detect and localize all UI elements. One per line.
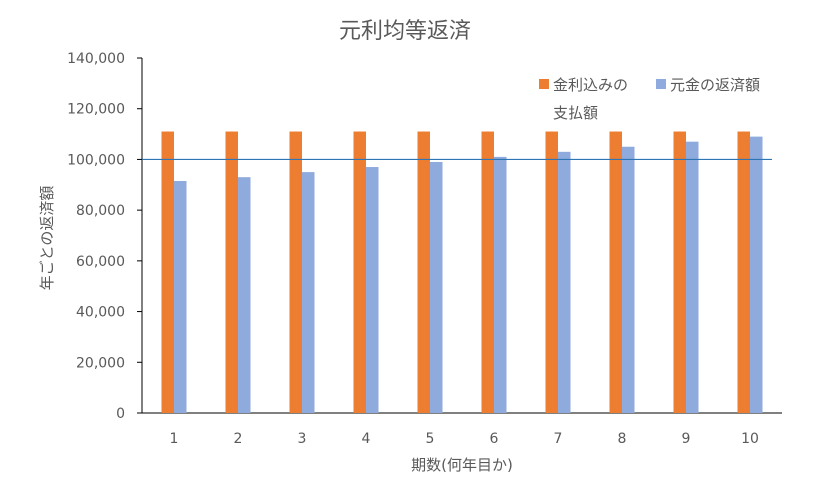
y-tick-label: 120,000 [67, 102, 125, 118]
x-tick-label: 1 [170, 431, 179, 447]
y-tick-label: 0 [116, 406, 125, 422]
y-tick-label: 40,000 [76, 305, 125, 321]
bar-series-2 [622, 146, 635, 413]
bar-series-1 [289, 131, 302, 414]
y-tick-label: 80,000 [76, 203, 125, 219]
x-tick-label: 6 [490, 431, 499, 447]
bar-series-1 [737, 131, 750, 414]
chart-title: 元利均等返済 [339, 19, 471, 44]
x-tick-label: 3 [298, 431, 307, 447]
bar-series-1 [545, 131, 558, 414]
bar-series-1 [673, 131, 686, 414]
bar-series-2 [366, 167, 379, 413]
bar-series-2 [558, 151, 571, 414]
legend-label-2: 元金の返済額 [670, 76, 760, 94]
legend-swatch-2 [656, 79, 666, 89]
bar-series-2 [686, 141, 699, 413]
bar-series-1 [609, 131, 622, 414]
y-axis-title: 年ごとの返済額 [38, 186, 56, 291]
bar-series-1 [481, 131, 494, 414]
bar-series-2 [238, 177, 251, 413]
bar-series-1 [161, 131, 174, 414]
x-tick-label: 2 [234, 431, 243, 447]
x-tick-label: 9 [682, 431, 691, 447]
bar-series-2 [750, 136, 763, 413]
legend-swatch-1 [539, 79, 549, 89]
bar-series-1 [417, 131, 430, 414]
bar-series-2 [494, 156, 507, 413]
legend-label-1: 支払額 [553, 104, 598, 122]
x-tick-label: 7 [554, 431, 563, 447]
plot-area: 0 20,000 40,000 60,000 80,000 100,000 120,000 1… [67, 51, 782, 447]
y-tick-label: 60,000 [76, 254, 125, 270]
y-tick-label: 140,000 [67, 51, 125, 67]
x-tick-label: 4 [362, 431, 371, 447]
x-axis-title: 期数(何年目か) [411, 456, 513, 474]
y-tick-label: 20,000 [76, 355, 125, 371]
x-tick-label: 10 [741, 431, 759, 447]
bar-series-2 [302, 172, 315, 413]
bar-series-1 [353, 131, 366, 414]
x-tick-label: 5 [426, 431, 435, 447]
x-tick-label: 8 [618, 431, 627, 447]
legend-label-1: 金利込みの [553, 76, 628, 94]
bar-series-2 [174, 180, 187, 413]
bar-series-1 [225, 131, 238, 414]
y-tick-label: 100,000 [67, 152, 125, 168]
bar-series-2 [430, 161, 443, 413]
